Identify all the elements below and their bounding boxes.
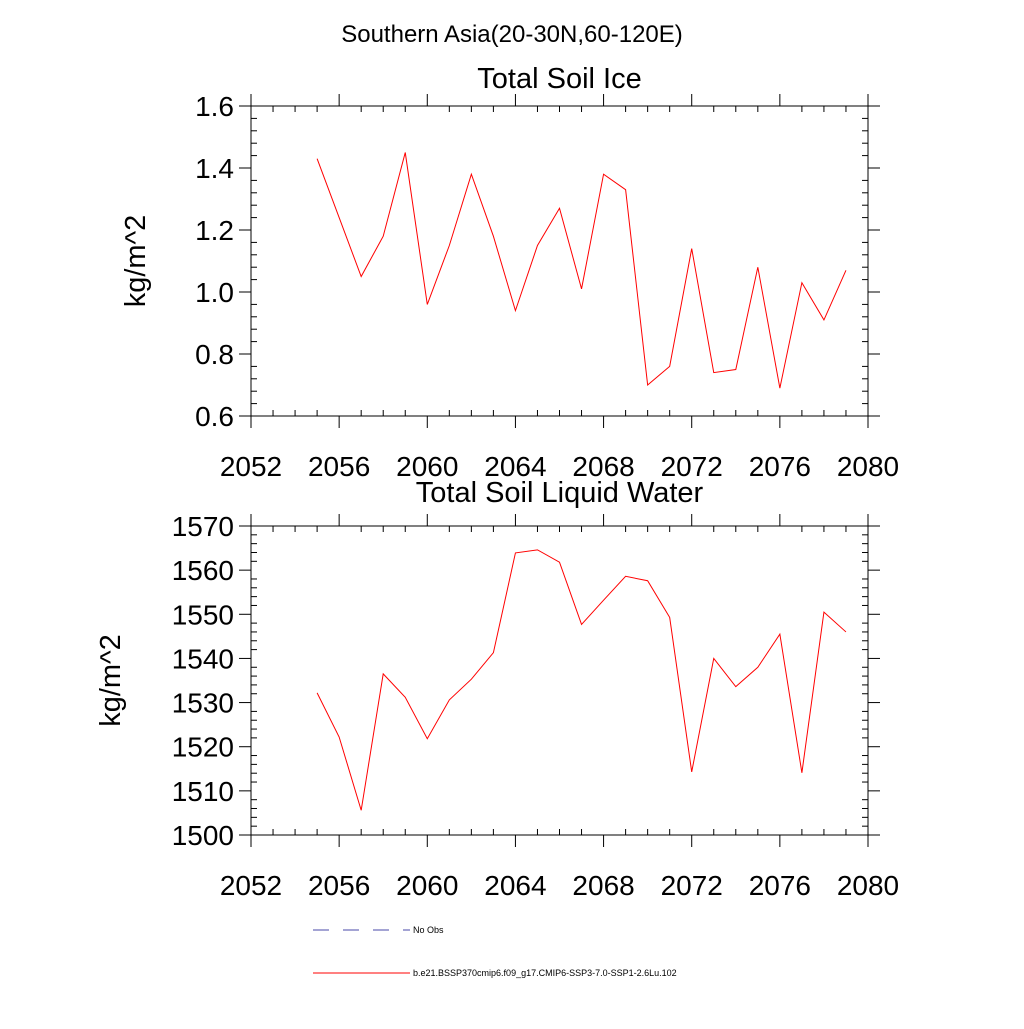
x-tick-label: 2072 [661, 451, 723, 482]
x-tick-label: 2064 [484, 451, 546, 482]
x-tick-label: 2064 [484, 870, 546, 901]
x-tick-label: 2060 [396, 870, 458, 901]
x-tick-label: 2060 [396, 451, 458, 482]
y-tick-label: 0.8 [195, 339, 234, 370]
y-tick-label: 1560 [172, 555, 234, 586]
y-tick-label: 0.6 [195, 401, 234, 432]
y-tick-label: 1.2 [195, 215, 234, 246]
y-tick-label: 1.0 [195, 277, 234, 308]
y-tick-label: 1530 [172, 688, 234, 719]
chart-panel-2: Total Soil Liquid Water 2052 2056 2060 2064 2… [95, 477, 899, 901]
y-axis-label: kg/m^2 [120, 215, 152, 308]
y-tick-label: 1510 [172, 776, 234, 807]
series-line-1 [316, 152, 847, 389]
x-tick-label: 2080 [837, 451, 899, 482]
x-tick-label: 2052 [220, 451, 282, 482]
series-line-1 [316, 549, 847, 811]
x-tick-label: 2068 [572, 451, 634, 482]
x-tick-label: 2056 [308, 451, 370, 482]
x-tick-label: 2076 [749, 870, 811, 901]
plot-frame [250, 105, 869, 417]
chart-title: Total Soil Ice [477, 63, 641, 95]
chart-panel-1: Total Soil Ice 2052 2056 2060 2064 2068 2072 20… [120, 63, 899, 482]
y-tick-label: 1550 [172, 599, 234, 630]
plot-frame [250, 525, 869, 836]
y-tick-label: 1570 [172, 511, 234, 542]
x-tick-label: 2056 [308, 870, 370, 901]
x-tick-label: 2052 [220, 870, 282, 901]
y-tick-label: 1520 [172, 732, 234, 763]
legend: No Obs b.e21.BSSP370cmip6.f09_g17.CMIP6-S… [313, 925, 677, 978]
y-tick-label: 1.6 [195, 91, 234, 122]
chart-title: Total Soil Liquid Water [416, 477, 704, 509]
y-tick-label: 1540 [172, 643, 234, 674]
figure-suptitle: Southern Asia(20-30N,60-120E) [341, 21, 683, 48]
x-tick-label: 2080 [837, 870, 899, 901]
x-tick-label: 2076 [749, 451, 811, 482]
x-tick-label: 2072 [661, 870, 723, 901]
y-tick-label: 1500 [172, 820, 234, 851]
y-tick-label: 1.4 [195, 153, 234, 184]
x-tick-label: 2068 [572, 870, 634, 901]
legend-label-2: b.e21.BSSP370cmip6.f09_g17.CMIP6-SSP3-7.… [413, 968, 677, 978]
y-axis-label: kg/m^2 [95, 634, 127, 727]
legend-label-1: No Obs [413, 925, 444, 935]
